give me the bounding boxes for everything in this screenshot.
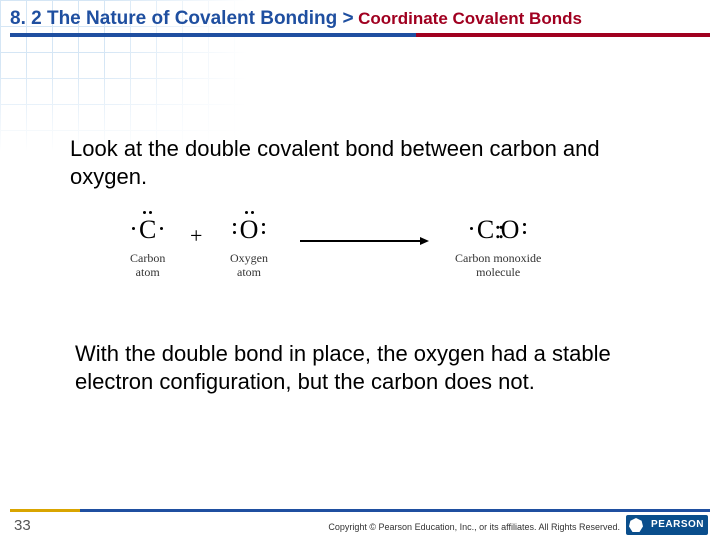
slide-content: Look at the double covalent bond between… bbox=[0, 60, 720, 500]
topic-title: Coordinate Covalent Bonds bbox=[358, 9, 582, 28]
pearson-logo: PEARSON bbox=[626, 515, 708, 535]
slide-footer: 33 Copyright © Pearson Education, Inc., … bbox=[0, 506, 720, 540]
paragraph-1: Look at the double covalent bond between… bbox=[70, 135, 630, 190]
page-number: 33 bbox=[14, 517, 31, 534]
reaction-diagram: C Carbon atom + O Ox bbox=[110, 215, 610, 315]
product-label-2: molecule bbox=[455, 265, 541, 279]
oxygen-symbol: O bbox=[240, 215, 259, 245]
footer-rule bbox=[10, 509, 710, 512]
carbon-label-2: atom bbox=[130, 265, 165, 279]
slide-header: 8. 2 The Nature of Covalent Bonding > Co… bbox=[10, 8, 710, 30]
carbon-symbol: C bbox=[139, 215, 156, 245]
carbon-atom: C Carbon atom bbox=[130, 215, 165, 280]
product-oxygen: O bbox=[501, 215, 520, 245]
carbon-letter: C bbox=[139, 215, 156, 244]
product-o-letter: O bbox=[501, 215, 520, 244]
product-c-letter: C bbox=[477, 215, 494, 244]
product-label-1: Carbon monoxide bbox=[455, 251, 541, 265]
oxygen-atom: O Oxygen atom bbox=[230, 215, 268, 280]
reaction-arrow bbox=[300, 232, 429, 250]
plus-sign: + bbox=[190, 223, 202, 249]
header-rule bbox=[10, 33, 710, 37]
product-carbon: C bbox=[477, 215, 494, 245]
oxygen-letter: O bbox=[240, 215, 259, 244]
oxygen-label-1: Oxygen bbox=[230, 251, 268, 265]
copyright-text: Copyright © Pearson Education, Inc., or … bbox=[328, 522, 620, 532]
section-title: 8. 2 The Nature of Covalent Bonding > bbox=[10, 8, 354, 29]
paragraph-2: With the double bond in place, the oxyge… bbox=[75, 340, 645, 395]
oxygen-label-2: atom bbox=[230, 265, 268, 279]
carbon-label-1: Carbon bbox=[130, 251, 165, 265]
product-molecule: C :: O Carbon monoxide molecule bbox=[455, 215, 541, 280]
